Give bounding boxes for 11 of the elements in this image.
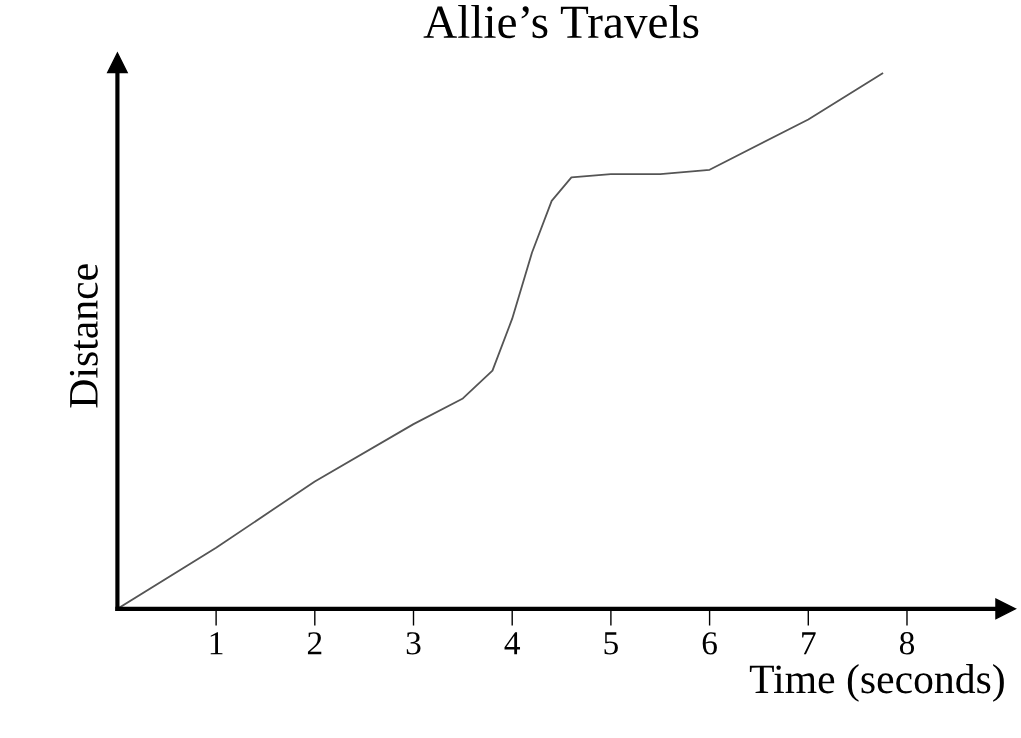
x-tick-label: 4 bbox=[504, 632, 521, 655]
x-tick-label: 1 bbox=[210, 632, 223, 655]
x-tick-label: 3 bbox=[406, 632, 421, 655]
y-axis-title: Distance bbox=[69, 264, 98, 408]
chart-title: Allie’s Travels bbox=[423, 4, 699, 39]
x-tick-label: 5 bbox=[604, 632, 618, 655]
x-tick-label: 6 bbox=[702, 632, 717, 655]
x-tick-label: 8 bbox=[899, 632, 915, 655]
x-tick-label: 7 bbox=[802, 632, 816, 655]
x-axis-title: Time (seconds) bbox=[749, 664, 1004, 702]
x-tick-label: 2 bbox=[307, 632, 322, 655]
